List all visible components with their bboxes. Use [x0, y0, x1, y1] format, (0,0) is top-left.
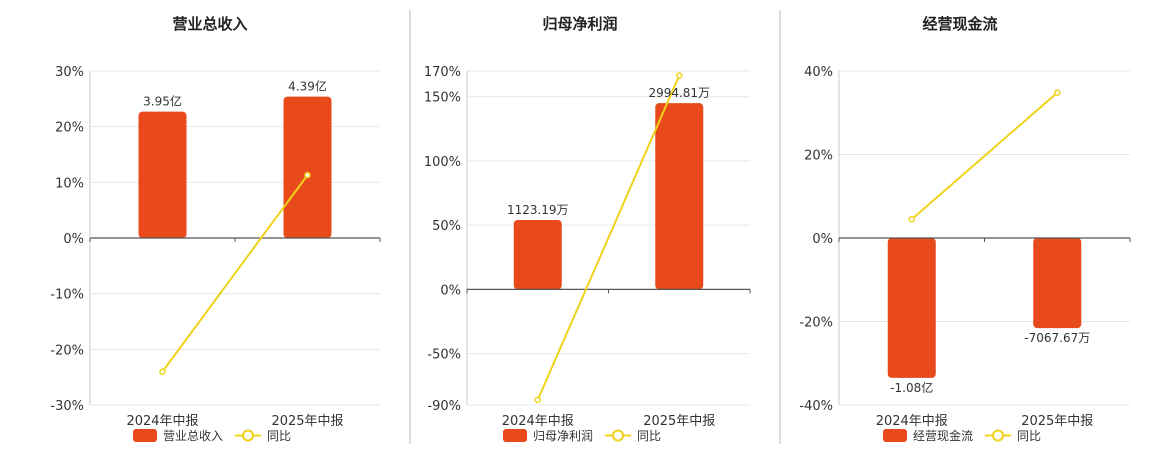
bar-data-label: -7067.67万 — [1024, 331, 1090, 345]
bar — [283, 96, 332, 239]
chart-title: 营业总收入 — [172, 15, 247, 33]
y-tick-label: -20% — [50, 343, 84, 358]
bar — [513, 220, 562, 290]
y-tick-label: -90% — [427, 399, 461, 414]
bar — [887, 238, 936, 378]
legend-label: 营业总收入 — [163, 429, 223, 443]
chart-title: 归母净利润 — [542, 15, 617, 33]
bar-data-label: -1.08亿 — [890, 380, 933, 395]
category-label: 2025年中报 — [643, 414, 715, 429]
legend-label: 归母净利润 — [533, 429, 593, 443]
yoy-point — [908, 215, 915, 223]
bar-data-label: 2994.81万 — [648, 86, 710, 100]
y-tick-label: -30% — [50, 399, 84, 414]
legend-bar-swatch — [503, 429, 527, 442]
category-label: 2025年中报 — [1021, 414, 1093, 429]
y-tick-label: 100% — [424, 155, 461, 170]
legend-label: 经营现金流 — [913, 428, 973, 443]
legend-line-marker — [242, 429, 255, 442]
yoy-point — [1054, 89, 1061, 96]
legend-label: 同比 — [267, 429, 291, 443]
legend-bar-swatch — [883, 429, 907, 442]
yoy-line — [161, 174, 309, 373]
y-tick-label: -10% — [50, 288, 84, 303]
legend-line-marker — [992, 429, 1005, 442]
bar — [1033, 238, 1082, 329]
y-tick-label: -20% — [799, 316, 833, 331]
y-tick-label: 0% — [63, 232, 84, 247]
bar — [655, 103, 704, 290]
y-tick-label: 50% — [432, 219, 461, 234]
category-label: 2024年中报 — [876, 414, 948, 429]
y-tick-label: 30% — [55, 65, 84, 80]
y-tick-label: 150% — [424, 91, 461, 106]
yoy-point — [676, 72, 683, 79]
y-tick-label: 40% — [804, 65, 833, 80]
legend-bar-swatch — [133, 429, 157, 442]
y-tick-label: 10% — [55, 176, 84, 191]
chart-panel-net-profit: 归母净利润 -90% -50% 0% 50% 100% 150% 170% 1123.19万… — [424, 15, 751, 443]
yoy-point — [534, 396, 541, 404]
chart-panel-cash-flow: 经营现金流 -40%-20%0%20%40% -1.08亿 -7067.67万 … — [799, 15, 1131, 443]
y-tick-label: 170% — [424, 65, 461, 80]
legend-label: 同比 — [637, 429, 661, 443]
bar — [138, 111, 187, 238]
bar-data-label: 4.39亿 — [288, 79, 327, 94]
chart-title: 经营现金流 — [922, 15, 997, 33]
yoy-line — [911, 91, 1058, 220]
legend-line-marker — [612, 429, 625, 442]
y-tick-label: -40% — [799, 399, 833, 414]
y-tick-label: 20% — [804, 149, 833, 164]
y-tick-label: -50% — [427, 348, 461, 363]
category-label: 2024年中报 — [502, 414, 574, 429]
legend: 营业总收入 同比 — [133, 429, 291, 443]
y-tick-label: 0% — [440, 283, 461, 298]
category-label: 2025年中报 — [271, 414, 343, 429]
legend-label: 同比 — [1017, 429, 1041, 443]
yoy-point — [159, 368, 166, 375]
bar-data-label: 3.95亿 — [143, 94, 182, 109]
legend: 归母净利润 同比 — [503, 429, 661, 443]
y-tick-label: 20% — [55, 121, 84, 136]
legend: 经营现金流 同比 — [883, 428, 1041, 443]
y-tick-label: 0% — [812, 232, 833, 247]
category-label: 2024年中报 — [126, 414, 198, 429]
bar-data-label: 1123.19万 — [507, 203, 569, 217]
yoy-line — [536, 75, 681, 401]
yoy-point — [304, 171, 311, 179]
chart-panel-revenue: 营业总收入 -30% -20% -10% 0% 10% 20% 30% 3.95亿 4.39… — [50, 15, 381, 443]
